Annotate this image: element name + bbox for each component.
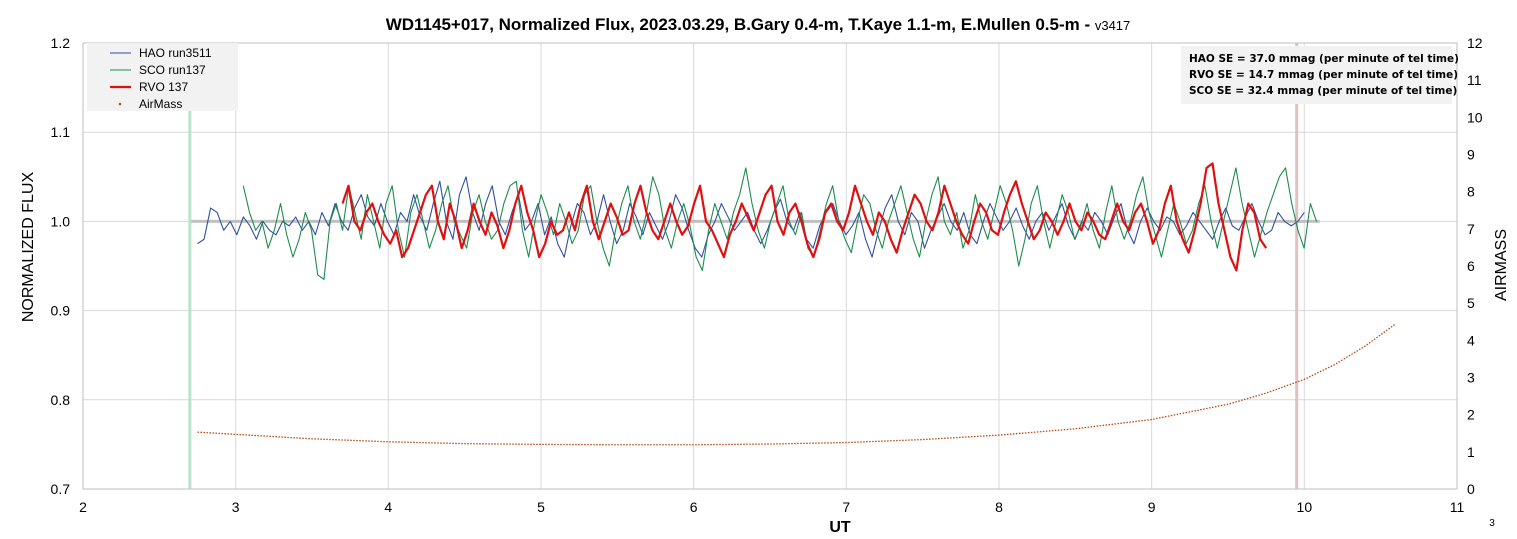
y-axis-label: NORMALIZED FLUX xyxy=(20,172,37,323)
y2-axis-label: AIRMASS xyxy=(1493,229,1510,301)
vertical-markers xyxy=(188,43,1299,489)
chart-title: WD1145+017, Normalized Flux, 2023.03.29,… xyxy=(386,15,1131,34)
x-tick-label: 9 xyxy=(1148,499,1156,515)
annotation-line-1: HAO SE = 37.0 mmag (per minute of tel ti… xyxy=(1189,53,1459,65)
y2-tick-label: 7 xyxy=(1467,221,1475,237)
page-number: 3 xyxy=(1489,518,1495,529)
x-tick-label: 3 xyxy=(232,499,240,515)
x-tick-label: 6 xyxy=(690,499,698,515)
x-tick-label: 10 xyxy=(1297,499,1313,515)
y-tick-label: 1.2 xyxy=(51,35,71,51)
y2-tick-label: 0 xyxy=(1467,481,1475,497)
y2-tick-label: 12 xyxy=(1467,35,1483,51)
y-tick-label: 0.7 xyxy=(51,481,71,497)
legend: HAO run3511 SCO run137 RVO 137 AirMass xyxy=(87,43,238,111)
y-tick-label: 0.8 xyxy=(51,392,71,408)
x-axis-label: UT xyxy=(829,519,851,536)
x-tick-label: 7 xyxy=(842,499,850,515)
y-tick-labels: 0.7 0.8 0.9 1.0 1.1 1.2 xyxy=(51,35,71,497)
x-tick-label: 4 xyxy=(384,499,392,515)
y-tick-label: 1.1 xyxy=(51,124,71,140)
y2-tick-label: 6 xyxy=(1467,258,1475,274)
y-tick-label: 1.0 xyxy=(51,213,71,229)
y-tick-label: 0.9 xyxy=(51,303,71,319)
y2-tick-label: 4 xyxy=(1467,332,1475,348)
chart-title-main: WD1145+017, Normalized Flux, 2023.03.29,… xyxy=(386,15,1095,34)
y2-tick-label: 8 xyxy=(1467,184,1475,200)
stats-annotation-box: HAO SE = 37.0 mmag (per minute of tel ti… xyxy=(1181,46,1459,104)
y2-tick-label: 9 xyxy=(1467,147,1475,163)
x-tick-label: 8 xyxy=(995,499,1003,515)
legend-swatch-4 xyxy=(118,102,122,106)
x-tick-labels: 2 3 4 5 6 7 8 9 10 11 xyxy=(79,499,1464,515)
x-tick-label: 5 xyxy=(537,499,545,515)
annotation-background xyxy=(1181,46,1452,104)
annotation-line-3: SCO SE = 32.4 mmag (per minute of tel ti… xyxy=(1189,85,1457,97)
legend-label-3: RVO 137 xyxy=(139,80,188,94)
legend-box xyxy=(87,43,238,111)
y2-tick-label: 11 xyxy=(1467,72,1482,88)
legend-label-1: HAO run3511 xyxy=(139,46,212,60)
series-line-3 xyxy=(341,162,1268,272)
chart-title-version: v3417 xyxy=(1095,18,1130,33)
y2-tick-label: 1 xyxy=(1467,444,1475,460)
annotation-line-2: RVO SE = 14.7 mmag (per minute of tel ti… xyxy=(1189,69,1458,81)
plot-area-frame xyxy=(82,42,1458,490)
legend-label-2: SCO run137 xyxy=(139,63,206,77)
series-group xyxy=(197,162,1397,446)
y2-tick-label: 3 xyxy=(1467,370,1475,386)
y2-tick-label: 5 xyxy=(1467,295,1475,311)
x-tick-label: 11 xyxy=(1450,499,1465,515)
series-line-2 xyxy=(242,167,1318,280)
legend-label-4: AirMass xyxy=(139,97,182,111)
y2-tick-label: 10 xyxy=(1467,109,1483,125)
series-airmass-curve xyxy=(197,323,1397,446)
y2-tick-label: 2 xyxy=(1467,407,1475,423)
x-tick-label: 2 xyxy=(79,499,87,515)
